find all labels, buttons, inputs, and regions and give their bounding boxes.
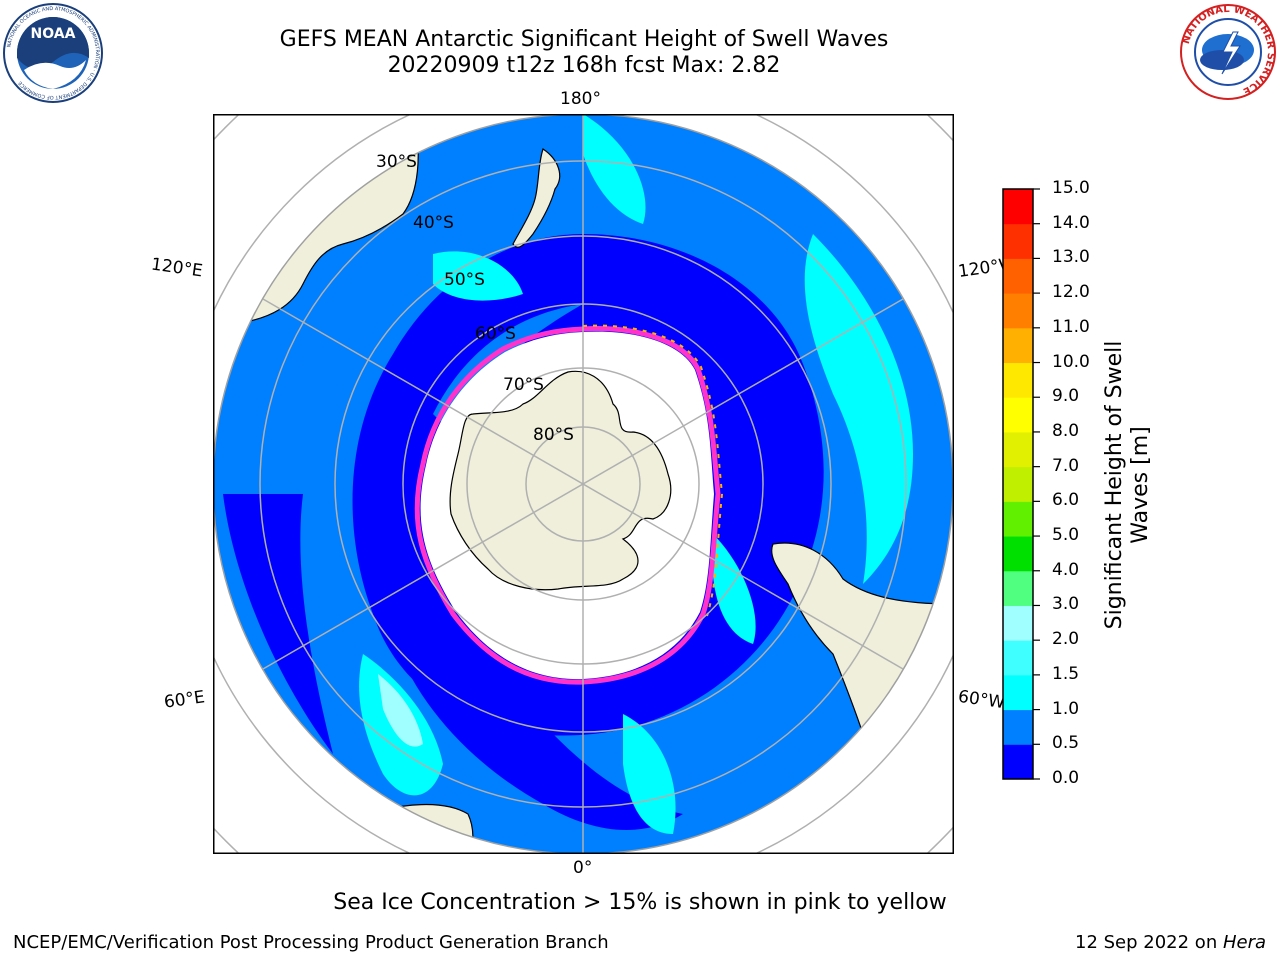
colorbar-bin [1003,674,1033,711]
colorbar [1002,188,1040,780]
lon-label-120e: 120°E [149,254,204,282]
footer-date-text: 12 Sep 2022 on [1075,932,1223,953]
colorbar-bin [1003,327,1033,364]
colorbar-tick-label: 10.0 [1052,351,1090,372]
map-subtitle: 20220909 t12z 168h fcst Max: 2.82 [387,53,781,78]
colorbar-bin [1003,189,1033,225]
high-swell-south [623,714,676,834]
footer-date: 12 Sep 2022 on Hera [1075,932,1266,953]
new-zealand-land [512,148,561,248]
colorbar-tick-label: 8.0 [1052,420,1080,441]
sea-ice-edge-yellow [582,324,724,617]
colorbar-tick-label: 5.0 [1052,525,1080,546]
colorbar-tick-label: 15.0 [1052,178,1090,198]
colorbar-tick-label: 6.0 [1052,490,1080,511]
lat-label-80s: 80°S [533,425,574,445]
nws-logo: NATIONAL WEATHER SERVICE [1180,4,1276,100]
colorbar-tick-label: 11.0 [1052,316,1090,337]
colorbar-bin [1003,744,1033,780]
noaa-logo-text: NOAA [31,26,76,42]
colorbar-bin [1003,466,1033,502]
colorbar-bin [1003,570,1033,606]
colorbar-bin [1003,501,1033,537]
colorbar-bin [1003,605,1033,641]
colorbar-bin [1003,258,1033,294]
colorbar-bin [1003,640,1033,676]
colorbar-tick-label: 1.5 [1052,663,1080,684]
colorbar-tick-label: 0.5 [1052,733,1080,754]
lon-label-0: 0° [573,858,593,878]
high-swell-southeast [712,534,756,644]
polar-map [213,114,954,854]
lon-label-60w: 60°W [956,686,1007,714]
colorbar-tick-label: 14.0 [1052,212,1090,233]
footer-host: Hera [1222,932,1266,953]
colorbar-tick-label: 13.0 [1052,247,1090,268]
map-frame-border [213,114,954,854]
footer-credit: NCEP/EMC/Verification Post Processing Pr… [13,932,609,953]
colorbar-bin [1003,362,1033,398]
sea-ice-note: Sea Ice Concentration > 15% is shown in … [333,890,947,915]
lon-label-180: 180° [560,89,601,109]
map-title: GEFS MEAN Antarctic Significant Height o… [279,27,889,52]
colorbar-tick-label: 2.0 [1052,629,1080,650]
colorbar-tick-label: 9.0 [1052,386,1080,407]
colorbar-tick-label: 4.0 [1052,559,1080,580]
colorbar-tick-label: 0.0 [1052,768,1080,788]
colorbar-tick-label: 7.0 [1052,455,1080,476]
high-swell-east [804,234,913,584]
lon-label-60e: 60°E [162,687,207,713]
high-swell-northwest [433,251,523,301]
lat-label-70s: 70°S [503,375,544,395]
colorbar-tick-label: 12.0 [1052,282,1090,303]
colorbar-tick-label: 1.0 [1052,698,1080,719]
lat-label-30s: 30°S [376,152,417,172]
lat-label-60s: 60°S [475,324,516,344]
colorbar-bin [1003,293,1033,329]
colorbar-bin [1003,536,1033,572]
noaa-logo: NOAA NATIONAL OCEANIC AND ATMOSPHERIC AD… [3,3,103,103]
colorbar-bin [1003,223,1033,259]
peak-swell-patch [378,674,423,747]
colorbar-bin [1003,397,1033,433]
colorbar-label: Significant Height of Swell Waves [m] [1102,341,1154,630]
colorbar-label-line2: Waves [m] [1128,426,1153,544]
high-swell-north [583,114,646,224]
lat-label-50s: 50°S [444,270,485,290]
colorbar-border [1002,188,1034,780]
colorbar-bin [1003,709,1033,745]
colorbar-label-line1: Significant Height of Swell [1102,340,1127,630]
lat-label-40s: 40°S [413,213,454,233]
low-swell-zone-west [223,494,333,754]
colorbar-bin [1003,431,1033,468]
colorbar-tick-label: 3.0 [1052,594,1080,615]
antarctica-land [449,370,672,591]
